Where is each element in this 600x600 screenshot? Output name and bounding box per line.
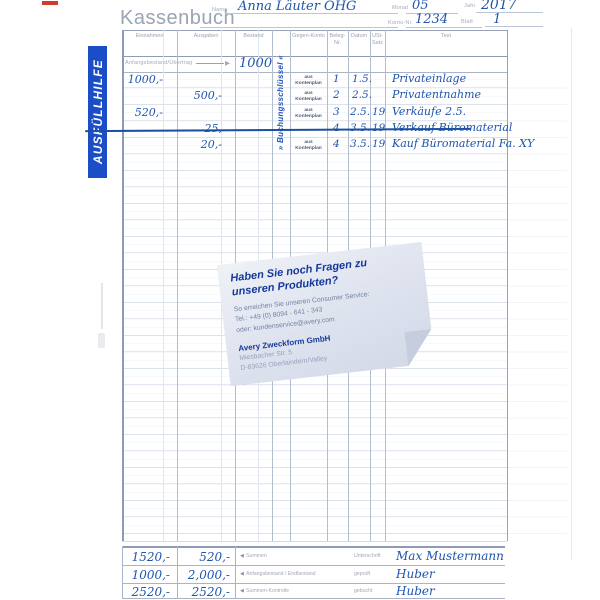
col-divider: [177, 30, 178, 541]
name-field-line: [225, 13, 398, 14]
opening-balance-dash: [196, 63, 224, 64]
title-underline: [200, 27, 398, 28]
signature-label: gebucht: [354, 588, 373, 594]
note-folded-corner: [405, 329, 436, 366]
row-text-crossed: Verkauf Büromaterial: [392, 121, 513, 134]
konto-field-value: 1234: [415, 12, 449, 27]
opening-balance-label: Anfangsbestand/Übertrag: [125, 60, 193, 66]
form-code-mark: [101, 283, 103, 329]
summary-einnahmen: 1000,-: [131, 568, 170, 582]
ausfuellhilfe-banner-label: AUSFÜLLHILFE: [90, 59, 105, 165]
col-header-belegnr: Beleg-Nr.: [329, 33, 346, 46]
row-ausgaben: 500,-: [193, 89, 222, 102]
monat-field-value: 05: [412, 0, 429, 13]
col-header-bestand: Bestand: [243, 33, 264, 39]
summary-ausgaben: 2,000,-: [187, 568, 230, 582]
signature-value: Huber: [396, 567, 435, 581]
signature-label: geprüft: [354, 571, 371, 577]
summary-row-label: Summen: [246, 553, 267, 559]
signature-value: Huber: [396, 584, 435, 598]
summary-einnahmen: 1520,-: [131, 550, 170, 564]
row-text: Verkäufe 2.5.: [392, 105, 467, 118]
left-arrow-icon: ◀: [240, 571, 244, 577]
row-ust: 19: [372, 106, 386, 118]
col-divider: [122, 30, 124, 541]
row-datum: 2.5.: [352, 89, 373, 101]
summary-row-line: [122, 565, 505, 566]
blatt-field-label: Blatt: [461, 19, 474, 25]
col-header-datum: Datum: [350, 33, 368, 39]
summary-row-line: [122, 583, 505, 584]
row-beleg: 3: [333, 106, 340, 118]
table-row-grid-margin: [507, 72, 567, 541]
summary-col-divider: [177, 546, 178, 599]
form-code-mark: [98, 333, 105, 348]
row-datum: 1.5.: [352, 73, 373, 85]
opening-balance-arrow-icon: ▶: [225, 60, 231, 67]
col-header-einnahmen: Einnahmen: [135, 33, 164, 39]
ausfuellhilfe-banner: AUSFÜLLHILFE: [88, 46, 107, 178]
summary-col-divider: [235, 546, 236, 599]
left-arrow-icon: ◀: [240, 553, 244, 559]
jahr-field-value: 2017: [481, 0, 517, 13]
red-registration-mark: [42, 1, 58, 5]
jahr-field-label: Jahr: [464, 3, 476, 9]
row-text: Privateinlage: [392, 72, 467, 85]
row-ausgaben: 20,-: [200, 138, 222, 151]
summary-einnahmen: 2520,-: [131, 585, 170, 599]
signature-label: Unterschrift: [354, 553, 381, 559]
page-title: Kassenbuch: [120, 7, 236, 29]
col-header-ustsatz: USt-Satz: [371, 33, 383, 46]
name-field-value: Anna Läuter OHG: [238, 0, 357, 14]
summary-ausgaben: 2520,-: [191, 585, 230, 599]
col-header-gegenkonto: Gegen-Konto: [292, 33, 325, 39]
kontenplan-stamp: aus Kontenplan: [295, 75, 322, 86]
row-text: Privatentnahme: [392, 88, 482, 101]
left-arrow-icon: ◀: [240, 588, 244, 594]
row-ust: 19: [372, 138, 386, 150]
table-top-border: [122, 30, 507, 31]
summary-col-divider: [122, 546, 123, 599]
info-note-card: Haben Sie noch Fragen zu unseren Produkt…: [217, 242, 435, 387]
name-field-label: Name: [212, 7, 228, 13]
kontenplan-stamp: aus Kontenplan: [295, 140, 322, 151]
row-beleg: 2: [333, 89, 340, 101]
row-text: Kauf Büromaterial Fa. XY: [392, 137, 535, 150]
opening-balance-value: 1000: [239, 56, 273, 71]
summary-ausgaben: 520,-: [199, 550, 230, 564]
jahr-field-line: [476, 12, 543, 13]
monat-field-line: [406, 13, 458, 14]
booking-key-vertical-label: » Buchungsschlüssel «: [275, 55, 285, 151]
row-beleg: 1: [333, 73, 340, 85]
blatt-field-value: 1: [493, 12, 502, 27]
row-einnahmen: 520,-: [134, 106, 163, 119]
row-datum: 2.5.: [350, 106, 371, 118]
summary-row-label: Summen-Kontrolle: [246, 588, 289, 594]
konto-field-label: Konto-Nr.: [388, 20, 414, 26]
summary-row-label: Anfangsbestand / Endbestand: [246, 571, 316, 577]
table-bottom-light-line: [122, 541, 507, 542]
cent-subline: [163, 30, 164, 541]
kontenplan-stamp: aus Kontenplan: [295, 108, 322, 119]
row-beleg: 4: [333, 138, 340, 150]
blatt-field-line: [485, 26, 543, 27]
sheet-right-edge: [571, 28, 572, 560]
kontenplan-stamp: aus Kontenplan: [295, 91, 322, 102]
signature-value: Max Mustermann: [396, 549, 504, 563]
summary-bottom-line: [122, 598, 505, 599]
table-header-bottom-border: [122, 56, 507, 57]
row-einnahmen: 1000,-: [127, 73, 163, 86]
summary-top-border: [122, 546, 505, 548]
table-right-border: [507, 30, 508, 541]
konto-field-line: [406, 27, 482, 28]
monat-field-label: Monat: [392, 5, 409, 11]
col-header-ausgaben: Ausgaben: [193, 33, 219, 39]
col-header-text: Text: [440, 33, 452, 39]
row-datum: 3.5.: [350, 138, 371, 150]
